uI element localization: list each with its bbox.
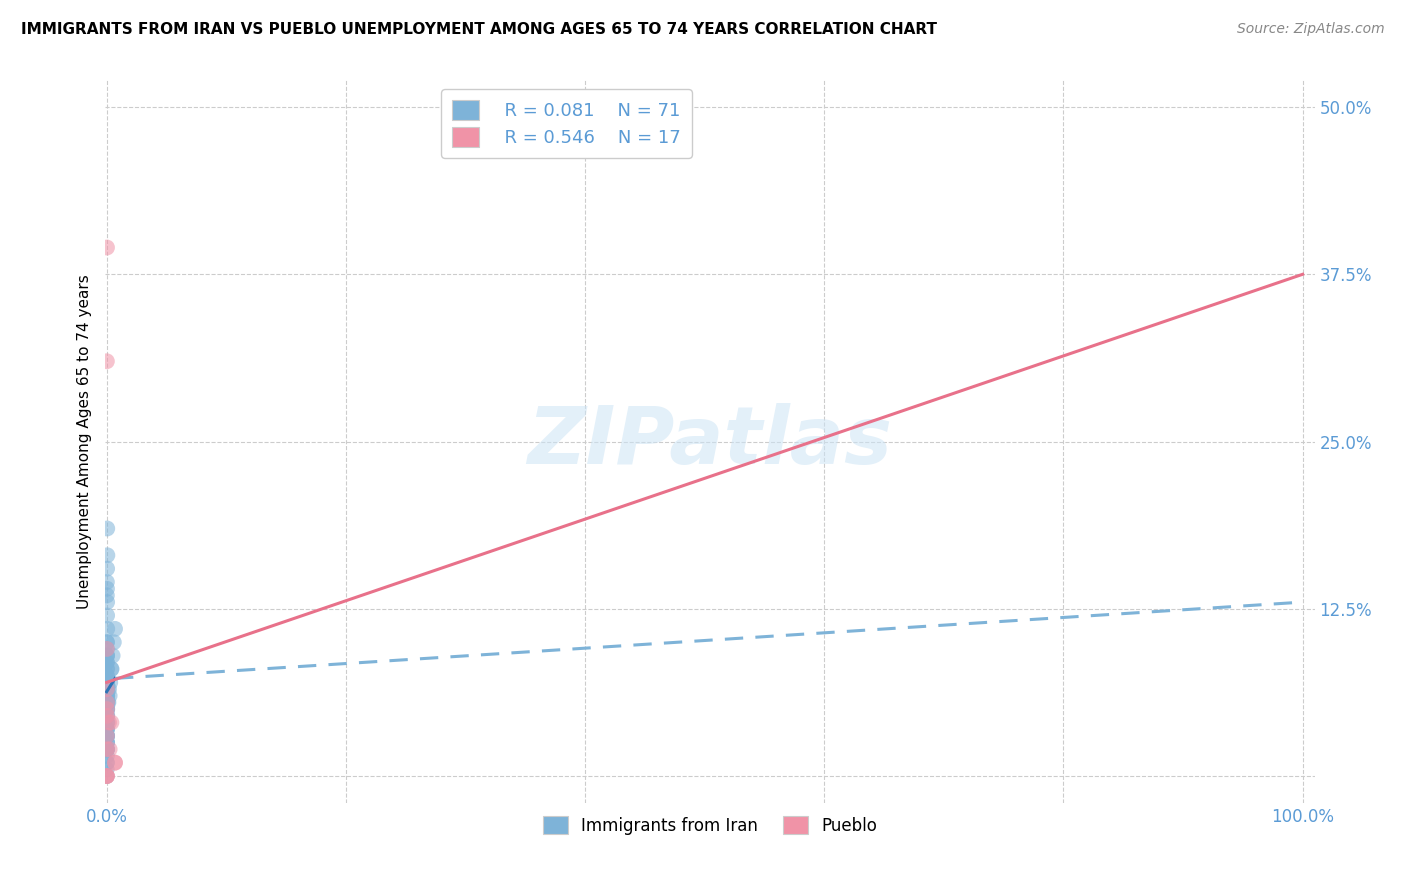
Point <box>96 702 118 716</box>
Point <box>96 729 118 743</box>
Point <box>96 735 118 749</box>
Point <box>96 769 118 783</box>
Point <box>96 675 118 690</box>
Point <box>96 769 118 783</box>
Text: ZIPatlas: ZIPatlas <box>527 402 893 481</box>
Point <box>96 689 118 703</box>
Point <box>96 689 118 703</box>
Point <box>101 648 124 663</box>
Point <box>96 742 118 756</box>
Point <box>96 769 118 783</box>
Point <box>100 715 122 730</box>
Point <box>96 708 118 723</box>
Point <box>96 669 118 683</box>
Point <box>96 675 118 690</box>
Point <box>96 729 118 743</box>
Point <box>97 696 120 710</box>
Point <box>103 635 125 649</box>
Point <box>97 696 120 710</box>
Point <box>104 756 127 770</box>
Point <box>96 729 118 743</box>
Point <box>96 635 118 649</box>
Point <box>96 655 118 669</box>
Point <box>96 715 118 730</box>
Point <box>96 642 118 657</box>
Point <box>96 681 118 696</box>
Point <box>96 696 118 710</box>
Point <box>98 715 121 730</box>
Point <box>96 622 118 636</box>
Point <box>96 708 118 723</box>
Point <box>96 723 118 737</box>
Point <box>96 689 118 703</box>
Point <box>96 756 118 770</box>
Point <box>98 689 121 703</box>
Point <box>96 735 118 749</box>
Point <box>104 756 127 770</box>
Point <box>96 575 118 590</box>
Point <box>100 662 122 676</box>
Point <box>104 622 127 636</box>
Point <box>96 648 118 663</box>
Point <box>96 702 118 716</box>
Point <box>96 762 118 776</box>
Point <box>96 240 118 255</box>
Text: IMMIGRANTS FROM IRAN VS PUEBLO UNEMPLOYMENT AMONG AGES 65 TO 74 YEARS CORRELATIO: IMMIGRANTS FROM IRAN VS PUEBLO UNEMPLOYM… <box>21 22 936 37</box>
Point <box>96 756 118 770</box>
Point <box>96 548 118 563</box>
Point <box>96 689 118 703</box>
Point <box>96 742 118 756</box>
Point <box>96 675 118 690</box>
Point <box>98 675 121 690</box>
Point <box>96 729 118 743</box>
Point <box>96 642 118 657</box>
Point <box>96 769 118 783</box>
Point <box>96 729 118 743</box>
Point <box>97 681 120 696</box>
Point <box>96 742 118 756</box>
Point <box>96 648 118 663</box>
Point <box>96 735 118 749</box>
Point <box>96 675 118 690</box>
Point <box>96 662 118 676</box>
Point <box>96 715 118 730</box>
Point <box>96 742 118 756</box>
Point <box>98 742 121 756</box>
Point <box>96 635 118 649</box>
Point <box>96 723 118 737</box>
Point <box>96 702 118 716</box>
Point <box>96 354 118 368</box>
Point <box>96 655 118 669</box>
Point <box>96 749 118 764</box>
Point <box>96 562 118 576</box>
Point <box>96 715 118 730</box>
Text: Source: ZipAtlas.com: Source: ZipAtlas.com <box>1237 22 1385 37</box>
Point <box>96 521 118 535</box>
Point <box>96 595 118 609</box>
Legend: Immigrants from Iran, Pueblo: Immigrants from Iran, Pueblo <box>536 809 884 841</box>
Point <box>96 696 118 710</box>
Point <box>96 608 118 623</box>
Point <box>96 681 118 696</box>
Point <box>96 669 118 683</box>
Point <box>96 723 118 737</box>
Point <box>96 708 118 723</box>
Point <box>96 662 118 676</box>
Point <box>96 589 118 603</box>
Point <box>96 681 118 696</box>
Y-axis label: Unemployment Among Ages 65 to 74 years: Unemployment Among Ages 65 to 74 years <box>76 274 91 609</box>
Point <box>96 696 118 710</box>
Point <box>96 702 118 716</box>
Point <box>96 648 118 663</box>
Point <box>100 662 122 676</box>
Point <box>96 742 118 756</box>
Point <box>98 681 121 696</box>
Point <box>96 582 118 596</box>
